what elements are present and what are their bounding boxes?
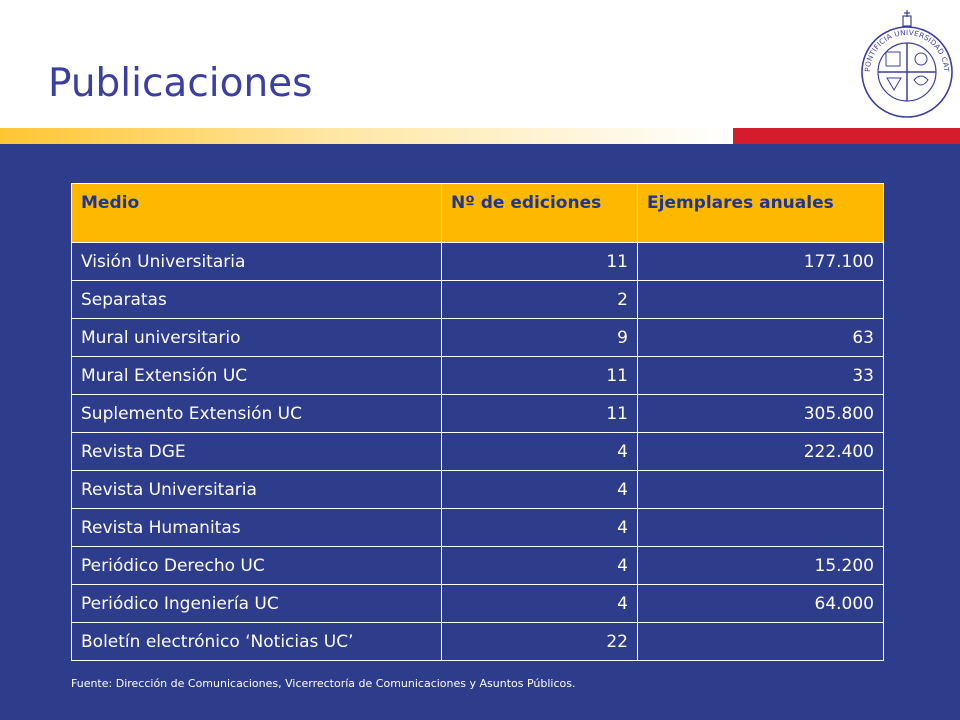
- cell-ediciones: 4: [441, 584, 638, 623]
- slide-title: Publicaciones: [48, 61, 313, 106]
- seal-text: PONTIFICIA UNIVERSIDAD CATOLICA DE CHILE: [858, 8, 951, 73]
- cell-ejemplares: 33: [637, 356, 884, 395]
- table-row: Revista Humanitas 4: [71, 508, 884, 547]
- cell-medio: Mural Extensión UC: [71, 356, 442, 395]
- cell-ediciones: 22: [441, 622, 638, 661]
- cell-ediciones: 11: [441, 242, 638, 281]
- cell-ejemplares: 305.800: [637, 394, 884, 433]
- cell-medio: Periódico Derecho UC: [71, 546, 442, 585]
- red-stripe: [733, 128, 960, 144]
- yellow-stripe: [0, 128, 733, 144]
- cell-ediciones: 4: [441, 508, 638, 547]
- cell-ediciones: 4: [441, 546, 638, 585]
- table-row: Boletín electrónico ‘Noticias UC’ 22: [71, 622, 884, 661]
- table-row: Visión Universitaria 11 177.100: [71, 242, 884, 281]
- cell-medio: Periódico Ingeniería UC: [71, 584, 442, 623]
- table-row: Revista Universitaria 4: [71, 470, 884, 509]
- cell-ejemplares: [637, 508, 884, 547]
- svg-text:PONTIFICIA UNIVERSIDAD CATOLIC: PONTIFICIA UNIVERSIDAD CATOLICA DE CHILE: [858, 8, 951, 73]
- cell-medio: Revista Humanitas: [71, 508, 442, 547]
- cell-ejemplares: 15.200: [637, 546, 884, 585]
- cell-ejemplares: 177.100: [637, 242, 884, 281]
- table-row: Mural Extensión UC 11 33: [71, 356, 884, 395]
- cell-medio: Revista Universitaria: [71, 470, 442, 509]
- cell-medio: Mural universitario: [71, 318, 442, 357]
- cell-ediciones: 4: [441, 432, 638, 471]
- cell-ediciones: 2: [441, 280, 638, 319]
- cell-medio: Revista DGE: [71, 432, 442, 471]
- cell-medio: Visión Universitaria: [71, 242, 442, 281]
- cell-ejemplares: 64.000: [637, 584, 884, 623]
- source-note: Fuente: Dirección de Comunicaciones, Vic…: [71, 677, 576, 690]
- cell-ejemplares: 222.400: [637, 432, 884, 471]
- cell-ejemplares: [637, 622, 884, 661]
- publications-table: Medio Nº de ediciones Ejemplares anuales…: [71, 183, 884, 661]
- cell-medio: Boletín electrónico ‘Noticias UC’: [71, 622, 442, 661]
- header-ejemplares: Ejemplares anuales: [637, 183, 884, 243]
- cell-ediciones: 11: [441, 356, 638, 395]
- table-row: Separatas 2: [71, 280, 884, 319]
- table-header-row: Medio Nº de ediciones Ejemplares anuales: [71, 183, 884, 243]
- table-row: Suplemento Extensión UC 11 305.800: [71, 394, 884, 433]
- cell-ejemplares: [637, 470, 884, 509]
- table-row: Periódico Derecho UC 4 15.200: [71, 546, 884, 585]
- university-seal-logo: PONTIFICIA UNIVERSIDAD CATOLICA DE CHILE: [858, 8, 953, 118]
- table-row: Mural universitario 9 63: [71, 318, 884, 357]
- header-medio: Medio: [71, 183, 442, 243]
- cell-ejemplares: [637, 280, 884, 319]
- cell-ediciones: 4: [441, 470, 638, 509]
- cell-medio: Suplemento Extensión UC: [71, 394, 442, 433]
- header-ediciones: Nº de ediciones: [441, 183, 638, 243]
- cell-ediciones: 11: [441, 394, 638, 433]
- table-row: Revista DGE 4 222.400: [71, 432, 884, 471]
- cell-ediciones: 9: [441, 318, 638, 357]
- cell-ejemplares: 63: [637, 318, 884, 357]
- cell-medio: Separatas: [71, 280, 442, 319]
- table-row: Periódico Ingeniería UC 4 64.000: [71, 584, 884, 623]
